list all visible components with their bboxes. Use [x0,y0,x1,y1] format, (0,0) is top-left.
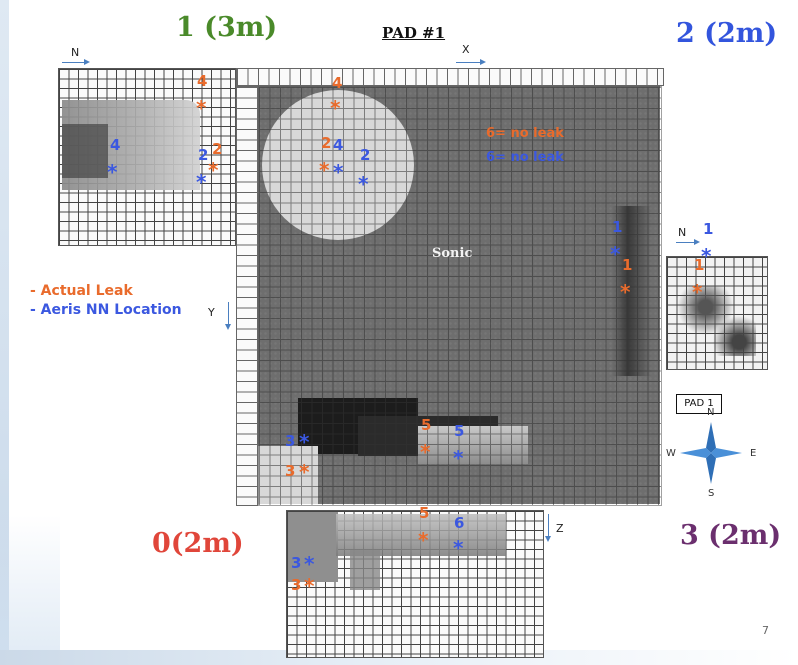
pad-ruler-top [236,68,664,86]
pad-leak-3-marker: * [299,460,310,484]
y-axis-label: Y [208,306,215,319]
view-0-leak-3-marker: * [304,574,315,598]
pad-leak-5-marker: * [420,440,431,464]
pad-aeris-2-number: 2 [360,146,371,164]
view-0-aeris-6-marker: * [453,536,464,560]
pad-aeris-1-marker: * [610,242,621,266]
pad-leak-2-number: 2 [321,134,332,152]
pad-1-box: PAD 1 [676,394,722,414]
pad-title: PAD #1 [382,24,446,42]
view-1-leak-2-number: 2 [212,140,223,158]
sonic-label: Sonic [432,246,473,261]
pad-leak-1-number: 1 [622,256,633,274]
pad-grid-overlay [258,86,662,506]
view-1-leak-4-number: 4 [197,72,208,90]
view-0-leak-3-number: 3 [291,576,302,594]
pad-leak-1-marker: * [620,280,631,304]
view-0-aeris-3-number: 3 [291,554,302,572]
pad-leak-5-number: 5 [421,416,432,434]
title-view-3: 3 (2m) [680,520,782,551]
note-blue-no-leak: 6= no leak [486,150,564,165]
view-2-leak-1-marker: * [692,280,703,304]
pad-aeris-3-number: 3 [285,432,296,450]
view-0-leak-5-marker: * [418,528,429,552]
pad-aeris-4-number: 4 [333,136,344,154]
view-1-leak-4-marker: * [196,96,207,120]
pad-ruler-left [236,86,258,506]
compass-n: N [707,407,715,418]
view-0-aeris-6-number: 6 [454,514,465,532]
z-axis-label: Z [556,522,564,535]
compass-s: S [708,488,715,499]
n-axis-label-right: N [678,226,687,239]
compass-w: W [666,448,676,459]
view-1-aeris-2-marker: * [196,170,207,194]
pad-aeris-1-number: 1 [612,218,623,236]
view-1-aeris-4-marker: * [107,160,118,184]
n-axis-arrow-top [62,59,90,65]
slide-corner-shade [0,515,60,665]
pad-aeris-2-marker: * [358,172,369,196]
view-2-aeris-1-number: 1 [703,220,714,238]
view-1-leak-2-marker: * [208,158,219,182]
y-axis-arrow [225,302,231,330]
pad-aeris-4-marker: * [333,160,344,184]
title-view-0: 0(2m) [152,528,244,559]
slide-left-accent [0,0,9,665]
pad-leak-4-number: 4 [332,74,343,92]
x-axis-arrow [456,59,486,65]
pad-aeris-5-number: 5 [454,422,465,440]
pad-aeris-5-marker: * [453,446,464,470]
view-0-post [350,550,380,590]
view-1-equipment [62,124,108,178]
compass-rose-icon [680,422,742,484]
view-0-equipment [336,514,506,556]
legend: - Actual Leak - Aeris NN Location [30,282,182,320]
page-number: 7 [762,624,769,637]
z-axis-arrow [545,514,551,542]
view-0-leak-5-number: 5 [419,504,430,522]
pad-leak-2-marker: * [319,158,330,182]
legend-aeris-location: - Aeris NN Location [30,302,182,318]
title-view-1: 1 (3m) [176,12,278,43]
compass-e: E [750,448,757,459]
pad-leak-4-marker: * [330,96,341,120]
view-2-photo [672,286,756,356]
n-axis-label-top: N [71,46,80,59]
title-view-2: 2 (2m) [676,18,778,49]
view-2-leak-1-number: 1 [694,256,705,274]
n-axis-arrow-right [676,239,700,245]
view-1-aeris-4-number: 4 [110,136,121,154]
note-orange-no-leak: 6= no leak [486,126,564,141]
view-0-aeris-3-marker: * [304,552,315,576]
legend-actual-leak: - Actual Leak [30,283,133,299]
view-1-aeris-2-number: 2 [198,146,209,164]
pad-aeris-3-marker: * [299,430,310,454]
view-0-wall [288,512,338,582]
view-2-aeris-1-marker: * [701,244,712,268]
x-axis-label: X [462,43,470,56]
pad-leak-3-number: 3 [285,462,296,480]
